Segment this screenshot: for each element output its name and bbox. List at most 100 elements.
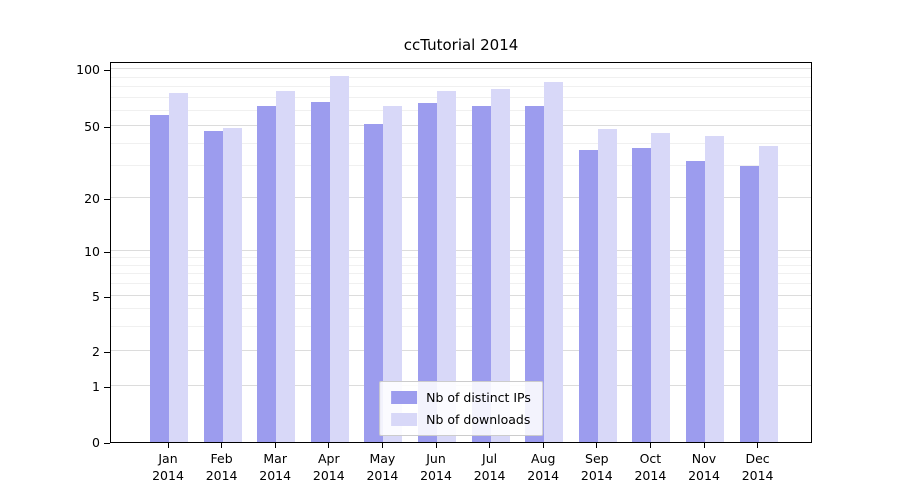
gridline-major — [111, 295, 811, 296]
legend-swatch — [391, 413, 418, 426]
legend-label: Nb of downloads — [426, 412, 531, 427]
x-tick-label-month: Apr — [317, 451, 340, 466]
x-tick-mark — [274, 443, 276, 448]
bar-downloads — [329, 75, 349, 442]
gridline-minor — [111, 308, 811, 310]
x-tick-label-month: Jun — [426, 451, 446, 466]
x-tick-label-year: 2014 — [634, 468, 667, 483]
bar-distinct-ips — [525, 105, 545, 442]
x-tick-label: Jan 2014 — [138, 450, 198, 484]
x-tick-mark — [703, 443, 705, 448]
x-tick-label: Jul 2014 — [460, 450, 520, 484]
x-tick-mark — [596, 443, 598, 448]
bar-distinct-ips — [310, 101, 330, 442]
gridline-major — [111, 250, 811, 251]
gridline-minor — [111, 256, 811, 258]
y-tick-mark — [104, 442, 110, 444]
x-tick-label-month: Jul — [482, 451, 498, 466]
x-tick-label-year: 2014 — [527, 468, 560, 483]
bar-downloads — [222, 127, 242, 442]
gridline-minor — [111, 76, 811, 78]
gridline-minor — [111, 273, 811, 275]
legend: Nb of distinct IPs Nb of downloads — [379, 381, 543, 436]
gridline-minor — [111, 325, 811, 327]
bar-distinct-ips — [203, 130, 223, 442]
gridline-major — [111, 197, 811, 198]
bar-distinct-ips — [686, 161, 705, 442]
bar-distinct-ips — [418, 103, 437, 442]
y-tick-mark — [104, 386, 110, 388]
y-tick-label: 2 — [92, 344, 100, 359]
x-tick-label-year: 2014 — [420, 468, 452, 483]
chart-title: ccTutorial 2014 — [403, 36, 519, 54]
x-tick-label: Jun 2014 — [406, 450, 466, 484]
bar-downloads — [437, 90, 456, 442]
x-tick-mark — [489, 443, 491, 448]
bar-distinct-ips — [632, 147, 652, 442]
x-tick-mark — [435, 443, 437, 448]
x-tick-label-month: Aug — [530, 451, 556, 466]
x-tick-label-year: 2014 — [259, 468, 292, 483]
legend-item: Nb of distinct IPs — [391, 390, 531, 405]
x-tick-label-year: 2014 — [205, 468, 238, 483]
bar-downloads — [490, 89, 510, 442]
legend-swatch — [391, 391, 418, 404]
x-tick-label-year: 2014 — [312, 468, 345, 483]
gridline-major — [111, 350, 811, 351]
y-tick-label: 100 — [76, 62, 100, 77]
bar-downloads — [597, 129, 617, 442]
bar-downloads — [705, 136, 724, 442]
x-tick-label: May 2014 — [352, 450, 412, 484]
gridline-minor — [111, 86, 811, 88]
bar-downloads — [383, 105, 403, 442]
y-tick-mark — [104, 69, 110, 71]
x-tick-label-year: 2014 — [741, 468, 774, 483]
x-tick-label-month: Feb — [210, 451, 233, 466]
x-tick-mark — [649, 443, 651, 448]
x-tick-mark — [542, 443, 544, 448]
x-tick-label-year: 2014 — [152, 468, 184, 483]
x-tick-label: Nov 2014 — [674, 450, 734, 484]
y-tick-mark — [104, 296, 110, 298]
y-tick-label: 5 — [92, 289, 100, 304]
x-tick-label-month: Mar — [263, 451, 287, 466]
x-tick-label-month: Sep — [585, 451, 609, 466]
y-tick-mark — [104, 351, 110, 353]
x-tick-label-month: Nov — [691, 451, 717, 466]
y-tick-label: 20 — [84, 191, 100, 206]
legend-item: Nb of downloads — [391, 412, 531, 427]
gridline-minor — [111, 165, 811, 167]
x-tick-label: Feb 2014 — [192, 450, 252, 484]
y-tick-label: 0 — [92, 435, 100, 450]
x-tick-label: Mar 2014 — [245, 450, 305, 484]
x-tick-mark — [381, 443, 383, 448]
gridline-minor — [111, 110, 811, 111]
bar-distinct-ips — [364, 124, 384, 442]
gridline-minor — [111, 142, 811, 144]
gridline-major — [111, 125, 811, 126]
x-tick-label-year: 2014 — [366, 468, 399, 483]
x-tick-mark — [328, 443, 330, 448]
x-tick-label: Sep 2014 — [567, 450, 627, 484]
legend-label: Nb of distinct IPs — [426, 390, 531, 405]
x-tick-label-year: 2014 — [688, 468, 720, 483]
x-tick-mark — [221, 443, 223, 448]
x-tick-label-year: 2014 — [473, 468, 506, 483]
bar-distinct-ips — [150, 115, 169, 442]
bar-downloads — [169, 92, 188, 442]
bar-distinct-ips — [739, 166, 759, 442]
gridline-minor — [111, 264, 811, 266]
y-tick-mark — [104, 126, 110, 128]
bar-downloads — [651, 132, 671, 442]
y-tick-label: 10 — [84, 244, 100, 259]
y-tick-label: 50 — [84, 119, 100, 134]
x-tick-label-month: May — [369, 451, 396, 466]
bar-downloads — [758, 145, 778, 442]
y-tick-mark — [104, 198, 110, 200]
x-tick-label-year: 2014 — [580, 468, 613, 483]
bar-distinct-ips — [257, 105, 277, 442]
gridline-minor — [111, 283, 811, 285]
x-tick-label: Apr 2014 — [299, 450, 359, 484]
bar-downloads — [276, 90, 296, 442]
